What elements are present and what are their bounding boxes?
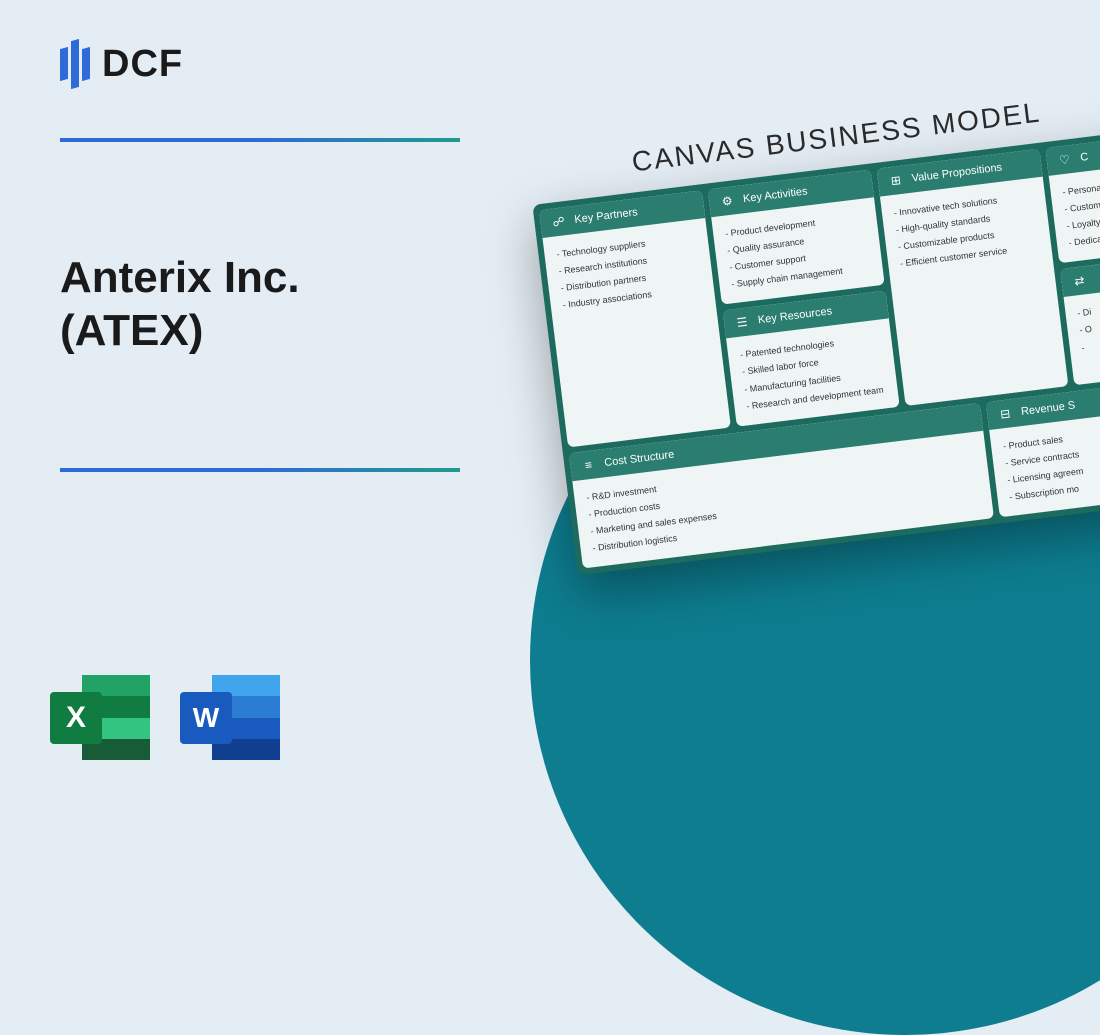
- word-badge: W: [180, 692, 232, 744]
- divider-bottom: [60, 468, 460, 472]
- card-key-partners: ☍ Key Partners - Technology suppliers- Re…: [539, 190, 731, 447]
- card-revenue-streams: ⊟Revenue S - Product sales- Service cont…: [986, 379, 1100, 517]
- divider-top: [60, 138, 460, 142]
- gift-icon: ⊞: [887, 172, 905, 190]
- database-icon: ☰: [733, 314, 751, 332]
- card-body: - Patented technologies- Skilled labor f…: [726, 319, 899, 427]
- title-line-1: Anterix Inc.: [60, 252, 480, 305]
- people-icon: ⚙: [718, 192, 736, 210]
- card-key-resources: ☰ Key Resources - Patented technologies- …: [723, 291, 900, 426]
- canvas-model: CANVAS BUSINESS MODEL ☍Key Partners - Te…: [527, 84, 1100, 576]
- card-body: - Technology suppliers- Research institu…: [542, 218, 715, 326]
- word-icon: W: [180, 670, 280, 765]
- card-label: Cost Structure: [604, 448, 675, 468]
- app-icons-row: X W: [50, 670, 280, 765]
- card-body: - Personalize- Customer- Loyalty p- Dedi…: [1048, 164, 1100, 264]
- canvas-grid: ☍ Key Partners - Technology suppliers- Re…: [532, 129, 1100, 575]
- excel-icon: X: [50, 670, 150, 765]
- excel-badge: X: [50, 692, 102, 744]
- title-line-2: (ATEX): [60, 305, 480, 358]
- page-title: Anterix Inc. (ATEX): [60, 252, 480, 358]
- link-icon: ☍: [550, 213, 568, 231]
- card-channels: ⇄ - Di- O-: [1060, 258, 1100, 385]
- card-label: C: [1080, 151, 1089, 164]
- left-column: DCF Anterix Inc. (ATEX): [60, 40, 480, 472]
- card-label: Key Activities: [742, 185, 808, 205]
- card-label: Key Resources: [757, 306, 833, 327]
- card-label: Key Partners: [574, 206, 639, 226]
- logo: DCF: [60, 40, 480, 88]
- card-label: Revenue S: [1020, 399, 1075, 418]
- card-label: Value Propositions: [911, 162, 1003, 185]
- card-customer-relationships: ♡ C - Personalize- Customer- Loyalty p- D…: [1045, 136, 1100, 263]
- share-icon: ⇄: [1071, 272, 1089, 290]
- card-body: - Innovative tech solutions- High-qualit…: [880, 177, 1053, 285]
- card-value-propositions: ⊞ Value Propositions - Innovative tech so…: [876, 149, 1068, 406]
- logo-bars-icon: [60, 40, 90, 88]
- card-key-activities: ⚙ Key Activities - Product development- Q…: [708, 170, 885, 305]
- sliders-icon: ≡: [580, 456, 598, 474]
- card-body: - Di- O-: [1063, 285, 1100, 368]
- money-icon: ⊟: [996, 405, 1014, 423]
- heart-icon: ♡: [1056, 151, 1074, 169]
- card-body: - Product development- Quality assurance…: [711, 197, 884, 305]
- logo-text: DCF: [102, 43, 183, 86]
